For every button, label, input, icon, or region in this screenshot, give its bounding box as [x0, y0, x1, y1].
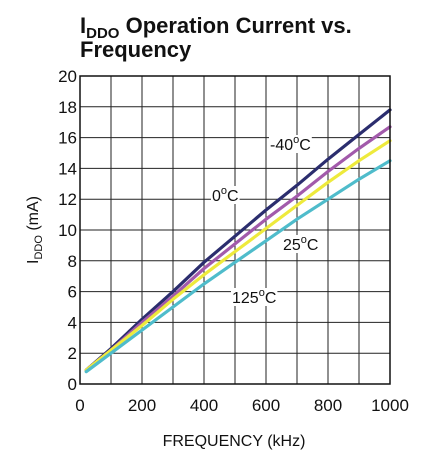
series-label-125: 125oC [232, 287, 276, 307]
series-line-2 [84, 139, 392, 372]
series-line-3 [84, 159, 392, 374]
chart-title-line1: IDDO Operation Current vs. [80, 13, 352, 42]
chart-title-rest: Operation Current vs. [119, 13, 351, 38]
series-line-1 [84, 125, 392, 372]
series-label-0: 0oC [212, 185, 239, 205]
x-tick-label: 1000 [371, 396, 409, 415]
series-label-25: 25oC [283, 234, 318, 254]
y-tick-label: 4 [68, 313, 77, 332]
series-label-25-bg [282, 235, 320, 253]
series-label-minus40: -40oC [270, 134, 311, 154]
y-axis-label-subscript: DDO [33, 235, 45, 260]
series-label-0-bg [211, 186, 240, 204]
series-label-minus40-bg [269, 135, 312, 153]
y-axis-label-symbol: I [25, 260, 42, 264]
y-tick-label: 2 [68, 344, 77, 363]
x-axis-label: FREQUENCY (kHz) [163, 433, 306, 450]
y-tick-label: 16 [58, 129, 77, 148]
x-tick-label: 0 [75, 396, 84, 415]
y-tick-label: 6 [68, 283, 77, 302]
series-layer [84, 108, 392, 374]
series-labels: -40oC 0oC 25oC 125oC [211, 134, 320, 307]
y-tick-label: 8 [68, 252, 77, 271]
x-tick-label: 600 [252, 396, 280, 415]
chart-title-line2: Frequency [80, 37, 192, 62]
y-tick-label: 10 [58, 221, 77, 240]
x-tick-label: 800 [314, 396, 342, 415]
y-axis-label-unit: (mA) [25, 196, 42, 235]
plot-border [79, 75, 391, 385]
y-tick-label: 18 [58, 98, 77, 117]
y-tick-label: 20 [58, 67, 77, 86]
x-tick-label: 400 [190, 396, 218, 415]
y-tick-label: 0 [68, 375, 77, 394]
x-tick-label: 200 [128, 396, 156, 415]
series-label-125-bg [231, 288, 278, 306]
y-axis-label: IDDO (mA) [25, 196, 45, 264]
y-tick-label: 12 [58, 190, 77, 209]
chart-title-subscript: DDO [86, 25, 120, 42]
plot-frame [79, 75, 391, 385]
chart-title-symbol: I [80, 13, 86, 38]
y-tick-label: 14 [58, 159, 77, 178]
series-line-0 [84, 108, 392, 372]
tick-labels: 0 200 400 600 800 1000 0 2 4 6 8 10 12 14 16 18 20 [58, 67, 409, 415]
